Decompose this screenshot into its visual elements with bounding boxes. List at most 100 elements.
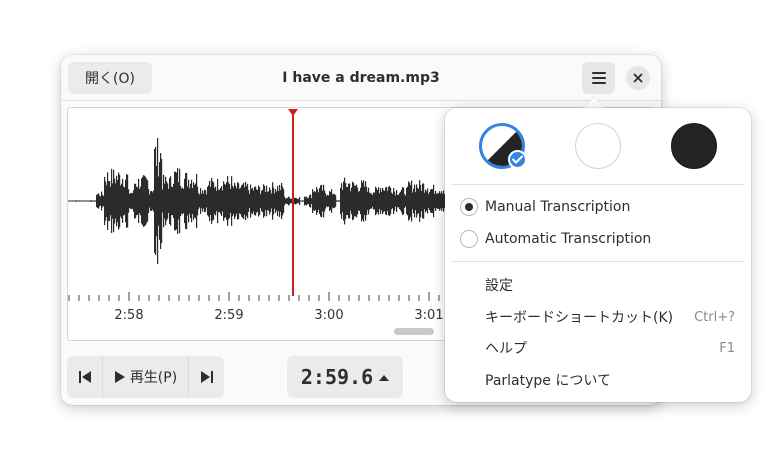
waveform-sample (266, 185, 268, 217)
waveform-sample (227, 176, 229, 226)
menu-item-help[interactable]: ヘルプ F1 (485, 335, 735, 361)
waveform-sample (202, 190, 204, 212)
waveform-sample (269, 187, 271, 215)
waveform-sample (430, 189, 432, 213)
waveform-sample (89, 200, 91, 202)
waveform-sample (367, 191, 369, 211)
waveform-sample (78, 200, 80, 202)
waveform-sample (211, 178, 213, 224)
menu-item-label: ヘルプ (485, 341, 527, 357)
waveform-sample (436, 193, 438, 209)
waveform-sample (370, 193, 372, 209)
waveform-sample (82, 200, 84, 202)
waveform-sample (238, 183, 240, 219)
waveform-sample (393, 188, 395, 215)
waveform-sample (118, 172, 120, 230)
skip-forward-button[interactable] (189, 356, 224, 398)
waveform-sample (185, 173, 187, 229)
waveform-sample (342, 190, 344, 212)
waveform-sample (234, 182, 236, 220)
waveform-sample (258, 185, 260, 217)
waveform-sample (398, 194, 400, 208)
waveform-sample (84, 200, 86, 202)
waveform-sample (191, 179, 193, 223)
manual-transcription-option[interactable]: Manual Transcription (460, 194, 630, 220)
waveform-sample (126, 174, 128, 228)
waveform-sample (427, 188, 429, 214)
waveform-sample (194, 184, 196, 218)
waveform-sample (127, 174, 129, 228)
menu-item-about[interactable]: Parlatype について (485, 367, 735, 393)
open-button-label: 開く(O) (85, 71, 135, 87)
waveform-sample (87, 200, 89, 202)
waveform-sample (213, 182, 215, 220)
waveform-sample (311, 198, 313, 204)
waveform-sample (110, 186, 112, 216)
waveform-sample (131, 192, 133, 210)
radio-button[interactable] (460, 198, 478, 216)
checkmark-icon (508, 150, 527, 169)
main-menu-button[interactable] (582, 62, 615, 94)
horizontal-scrollbar[interactable] (394, 328, 434, 335)
waveform-sample (235, 185, 237, 217)
waveform-sample (97, 194, 99, 208)
skip-back-button[interactable] (67, 356, 103, 398)
waveform-sample (133, 190, 135, 212)
waveform-sample (364, 186, 366, 216)
waveform-sample (344, 177, 346, 225)
waveform-sample (98, 193, 100, 209)
waveform-sample (330, 192, 332, 210)
waveform-sample (209, 180, 211, 222)
waveform-sample (203, 193, 205, 209)
waveform-sample (391, 192, 393, 210)
waveform-sample (244, 187, 246, 215)
waveform-sample (112, 183, 114, 219)
close-button[interactable] (626, 66, 650, 90)
waveform-sample (348, 183, 350, 219)
waveform-sample (319, 188, 321, 214)
waveform-sample (152, 192, 154, 210)
waveform-sample (220, 188, 222, 214)
waveform-sample (210, 186, 212, 215)
waveform-sample (423, 183, 425, 219)
waveform-sample (402, 187, 404, 216)
waveform-sample (157, 138, 159, 265)
waveform-sample (108, 181, 110, 221)
menu-item-keyboard-shortcuts[interactable]: キーボードショートカット(K) Ctrl+? (485, 304, 735, 330)
time-display: 2:59.6 (300, 365, 374, 389)
waveform-sample (304, 196, 306, 206)
waveform-sample (419, 180, 421, 222)
waveform-sample (357, 187, 359, 215)
waveform-sample (312, 189, 314, 213)
waveform-sample (358, 191, 360, 211)
waveform-sample (307, 198, 309, 204)
waveform-sample (296, 198, 298, 204)
light-style-button[interactable] (575, 123, 621, 169)
automatic-transcription-option[interactable]: Automatic Transcription (460, 226, 651, 252)
waveform-sample (243, 182, 245, 220)
radio-button[interactable] (460, 230, 478, 248)
waveform-sample (75, 200, 77, 202)
dark-style-button[interactable] (671, 123, 717, 169)
waveform-sample (441, 191, 443, 211)
waveform-sample (156, 165, 158, 237)
waveform-sample (239, 188, 241, 214)
open-button[interactable]: 開く(O) (68, 62, 152, 94)
follow-system-style-button[interactable] (479, 123, 525, 169)
play-button[interactable]: 再生(P) (103, 356, 189, 398)
time-position-button[interactable]: 2:59.6 (287, 356, 403, 398)
menu-item-settings[interactable]: 設定 (485, 272, 735, 298)
waveform-sample (162, 189, 164, 213)
waveform-sample (102, 194, 104, 208)
waveform-sample (259, 187, 261, 215)
waveform-sample (166, 181, 168, 221)
playhead-cursor[interactable] (288, 109, 298, 296)
waveform-sample (77, 200, 79, 202)
waveform-sample (214, 188, 216, 214)
waveform-sample (134, 183, 136, 219)
skip-back-icon (78, 371, 91, 383)
waveform-sample (139, 188, 141, 214)
waveform-sample (177, 167, 179, 234)
waveform-sample (415, 192, 417, 210)
waveform-sample (373, 192, 375, 210)
